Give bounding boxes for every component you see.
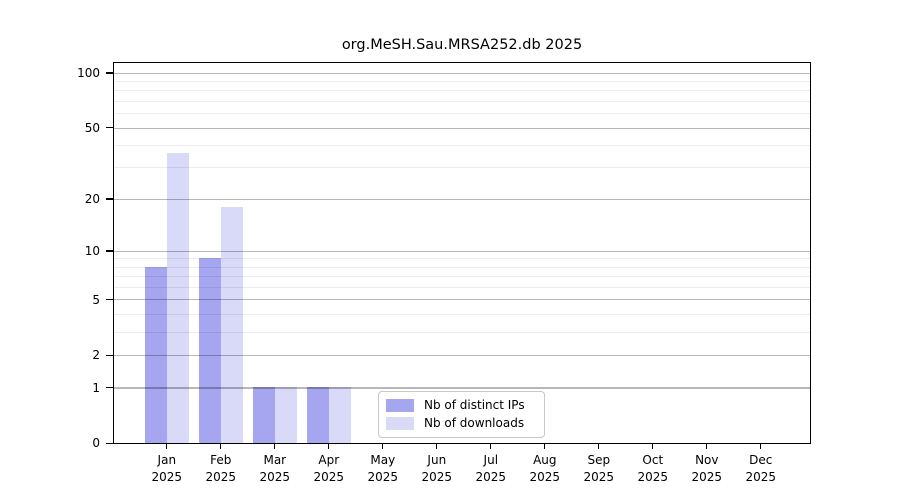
legend-label-distinct-ips: Nb of distinct IPs [424,398,525,412]
y-tick-label-50: 50 [84,120,100,135]
bar-distinct-ips-feb [198,258,221,443]
bar-downloads-feb [220,206,243,443]
x-tick-aug [544,444,546,449]
y-tick-0 [105,442,113,444]
x-tick-oct [652,444,654,449]
x-tick-feb [220,444,222,449]
y-tick-100 [105,72,113,74]
legend-label-downloads: Nb of downloads [424,416,525,430]
y-tick-2 [105,354,113,356]
legend-item-distinct-ips: Nb of distinct IPs [386,398,536,413]
x-tick-label-mar: Mar 2025 [259,453,291,484]
gridline-minor-y-9 [114,258,810,260]
gridline-minor-y-40 [114,145,810,147]
legend-item-downloads: Nb of downloads [386,416,536,431]
x-tick-label-feb: Feb 2025 [205,453,237,484]
gridline-minor-y-80 [114,90,810,92]
legend-swatch-distinct-ips [386,399,414,412]
gridline-y-50 [114,127,810,129]
bar-downloads-jan [166,153,189,443]
gridline-minor-y-3 [114,331,810,333]
gridline-minor-y-7 [114,276,810,278]
y-tick-label-2: 2 [92,348,100,363]
chart-title: org.MeSH.Sau.MRSA252.db 2025 [341,37,583,53]
gridline-minor-y-70 [114,100,810,102]
y-tick-5 [105,298,113,301]
y-tick-50 [105,127,113,129]
y-tick-label-1: 1 [92,380,100,395]
x-tick-label-jul: Jul 2025 [475,453,507,484]
bar-downloads-apr [328,387,351,443]
x-tick-dec [760,444,762,449]
x-tick-label-aug: Aug 2025 [529,453,561,484]
plot-area [113,62,811,444]
gridline-minor-y-30 [114,167,810,169]
y-tick-label-0: 0 [92,436,100,451]
y-tick-label-10: 10 [84,243,100,258]
bar-distinct-ips-apr [306,387,329,443]
x-tick-label-oct: Oct 2025 [637,453,669,484]
gridline-minor-y-60 [114,113,810,115]
bar-distinct-ips-jan [144,266,167,443]
gridline-y-1 [114,387,810,389]
y-tick-20 [105,198,113,200]
x-tick-jan [166,444,168,449]
x-tick-label-may: May 2025 [367,453,399,484]
y-tick-label-20: 20 [84,192,100,207]
gridline-y-10 [114,250,810,252]
gridline-y-5 [114,299,810,301]
x-tick-label-apr: Apr 2025 [313,453,345,484]
x-tick-label-nov: Nov 2025 [691,453,723,484]
x-tick-mar [274,444,276,449]
bar-distinct-ips-mar [252,387,275,443]
x-tick-label-jun: Jun 2025 [421,453,453,484]
y-tick-10 [105,250,113,252]
legend: Nb of distinct IPs Nb of downloads [378,391,545,438]
x-tick-label-sep: Sep 2025 [583,453,615,484]
gridline-minor-y-4 [114,313,810,315]
x-tick-jul [490,444,492,449]
y-tick-label-5: 5 [92,292,100,307]
x-tick-apr [328,444,330,449]
gridline-minor-y-90 [114,81,810,83]
x-tick-sep [598,444,600,449]
x-tick-label-dec: Dec 2025 [745,453,777,484]
y-tick-1 [105,387,113,389]
x-tick-nov [706,444,708,449]
x-tick-may [382,444,384,449]
gridline-minor-y-6 [114,286,810,288]
x-tick-label-jan: Jan 2025 [151,453,183,484]
legend-swatch-downloads [386,417,414,430]
x-tick-jun [436,444,438,449]
gridline-minor-y-8 [114,266,810,268]
gridline-y-2 [114,354,810,357]
gridline-y-100 [114,72,810,74]
gridline-y-20 [114,198,810,200]
bar-downloads-mar [274,387,297,443]
y-tick-label-100: 100 [77,66,100,80]
